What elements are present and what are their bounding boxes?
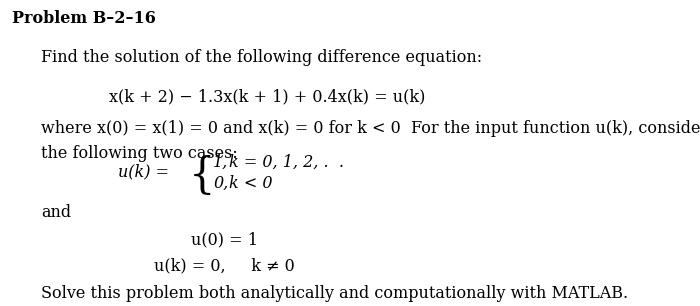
Text: u(k) =: u(k) = [118,163,169,180]
Text: u(k) = 0,     k ≠ 0: u(k) = 0, k ≠ 0 [155,258,295,274]
Text: x(k + 2) − 1.3x(k + 1) + 0.4x(k) = u(k): x(k + 2) − 1.3x(k + 1) + 0.4x(k) = u(k) [109,89,426,106]
Text: Problem B–2–16: Problem B–2–16 [12,10,156,27]
Text: Find the solution of the following difference equation:: Find the solution of the following diffe… [41,49,482,66]
Text: where x(0) = x(1) = 0 and x(k) = 0 for k < 0  For the input function u(k), consi: where x(0) = x(1) = 0 and x(k) = 0 for k… [41,120,700,137]
Text: {: { [189,155,216,197]
Text: k = 0, 1, 2, .  .: k = 0, 1, 2, . . [229,154,344,171]
Text: k < 0: k < 0 [229,175,272,192]
Text: the following two cases:: the following two cases: [41,145,238,162]
Text: Solve this problem both analytically and computationally with MATLAB.: Solve this problem both analytically and… [41,285,629,302]
Text: u(0) = 1: u(0) = 1 [191,231,258,248]
Text: 0,: 0, [213,175,228,192]
Text: 1,: 1, [213,154,228,171]
Text: and: and [41,204,71,221]
